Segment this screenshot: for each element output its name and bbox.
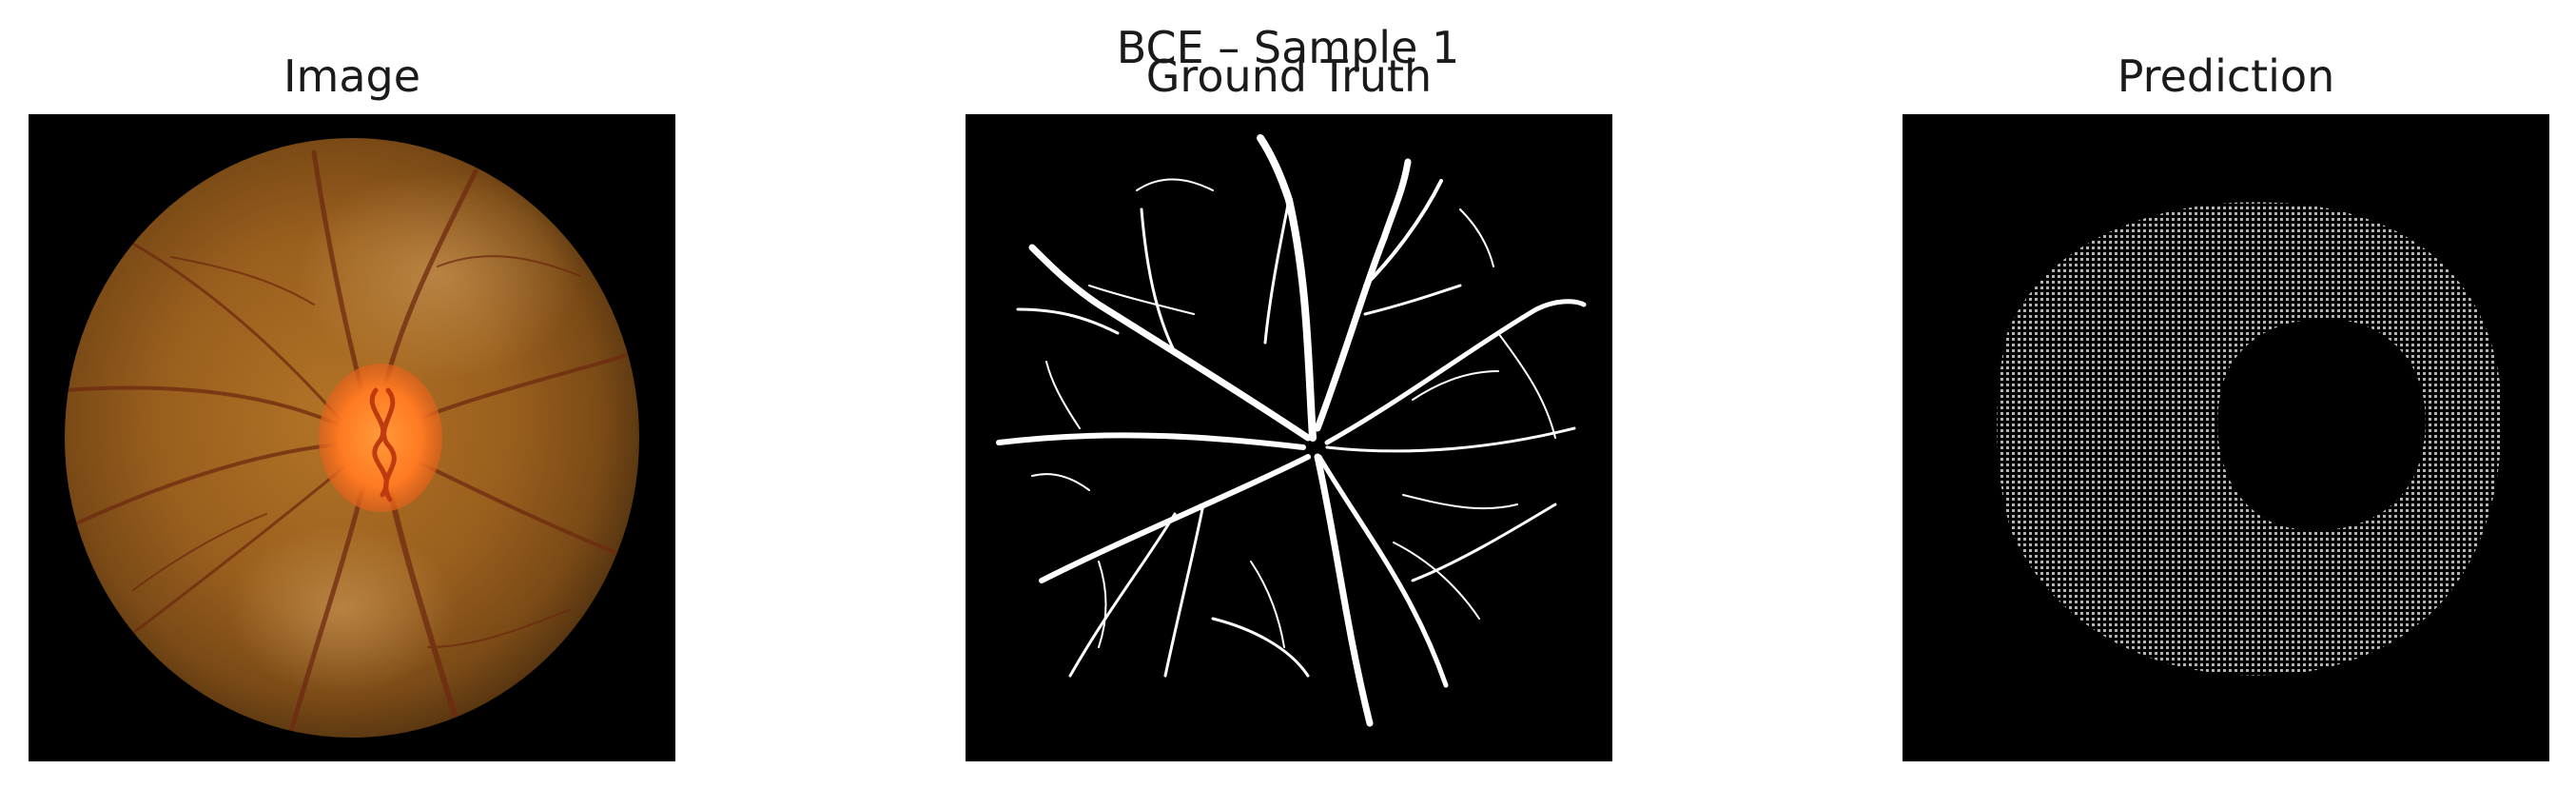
panel-title-prediction: Prediction — [2117, 50, 2335, 102]
fundus-image — [29, 114, 675, 761]
panel-title-image: Image — [283, 50, 421, 102]
panel-ground-truth: Ground Truth — [966, 0, 1612, 789]
ground-truth-mask — [966, 114, 1612, 761]
panel-image: Image — [29, 0, 675, 789]
panel-prediction: Prediction — [1903, 0, 2549, 789]
fundus-image-svg — [29, 114, 675, 761]
ground-truth-mask-svg — [966, 114, 1612, 761]
figure-suptitle: BCE – Sample 1 — [1116, 22, 1460, 73]
prediction-mask — [1903, 114, 2549, 761]
prediction-mask-svg — [1903, 114, 2549, 761]
panel-title-ground-truth: Ground Truth — [1145, 50, 1433, 102]
